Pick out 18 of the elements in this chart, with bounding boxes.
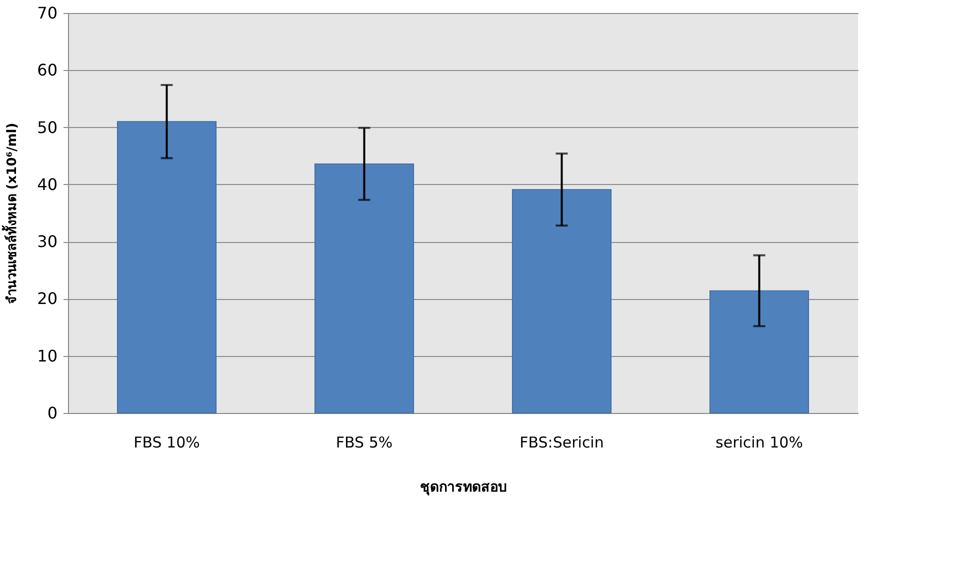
y-tick-label: 0 — [47, 404, 58, 422]
y-tick-label: 10 — [37, 346, 58, 366]
bar — [512, 189, 612, 414]
x-tick-label: FBS 5% — [336, 434, 393, 452]
y-axis-title: จำนวนเซลล์ทั้งหมด (x10⁶/ml) — [1, 122, 20, 304]
x-axis-title: ชุดการทดสอบ — [420, 480, 507, 496]
y-tick-label: 60 — [37, 60, 58, 80]
x-tick-label: FBS 10% — [134, 434, 200, 452]
x-tick-label: sericin 10% — [716, 434, 803, 452]
y-tick-label: 70 — [37, 4, 58, 22]
y-tick-label: 50 — [37, 118, 58, 137]
x-tick-label: FBS:Sericin — [520, 434, 604, 452]
bar — [116, 121, 217, 414]
bar — [314, 163, 414, 414]
y-tick-label: 40 — [37, 174, 58, 194]
y-tick-label: 30 — [37, 232, 58, 252]
y-tick-label: 20 — [37, 289, 58, 308]
bar — [709, 290, 810, 414]
